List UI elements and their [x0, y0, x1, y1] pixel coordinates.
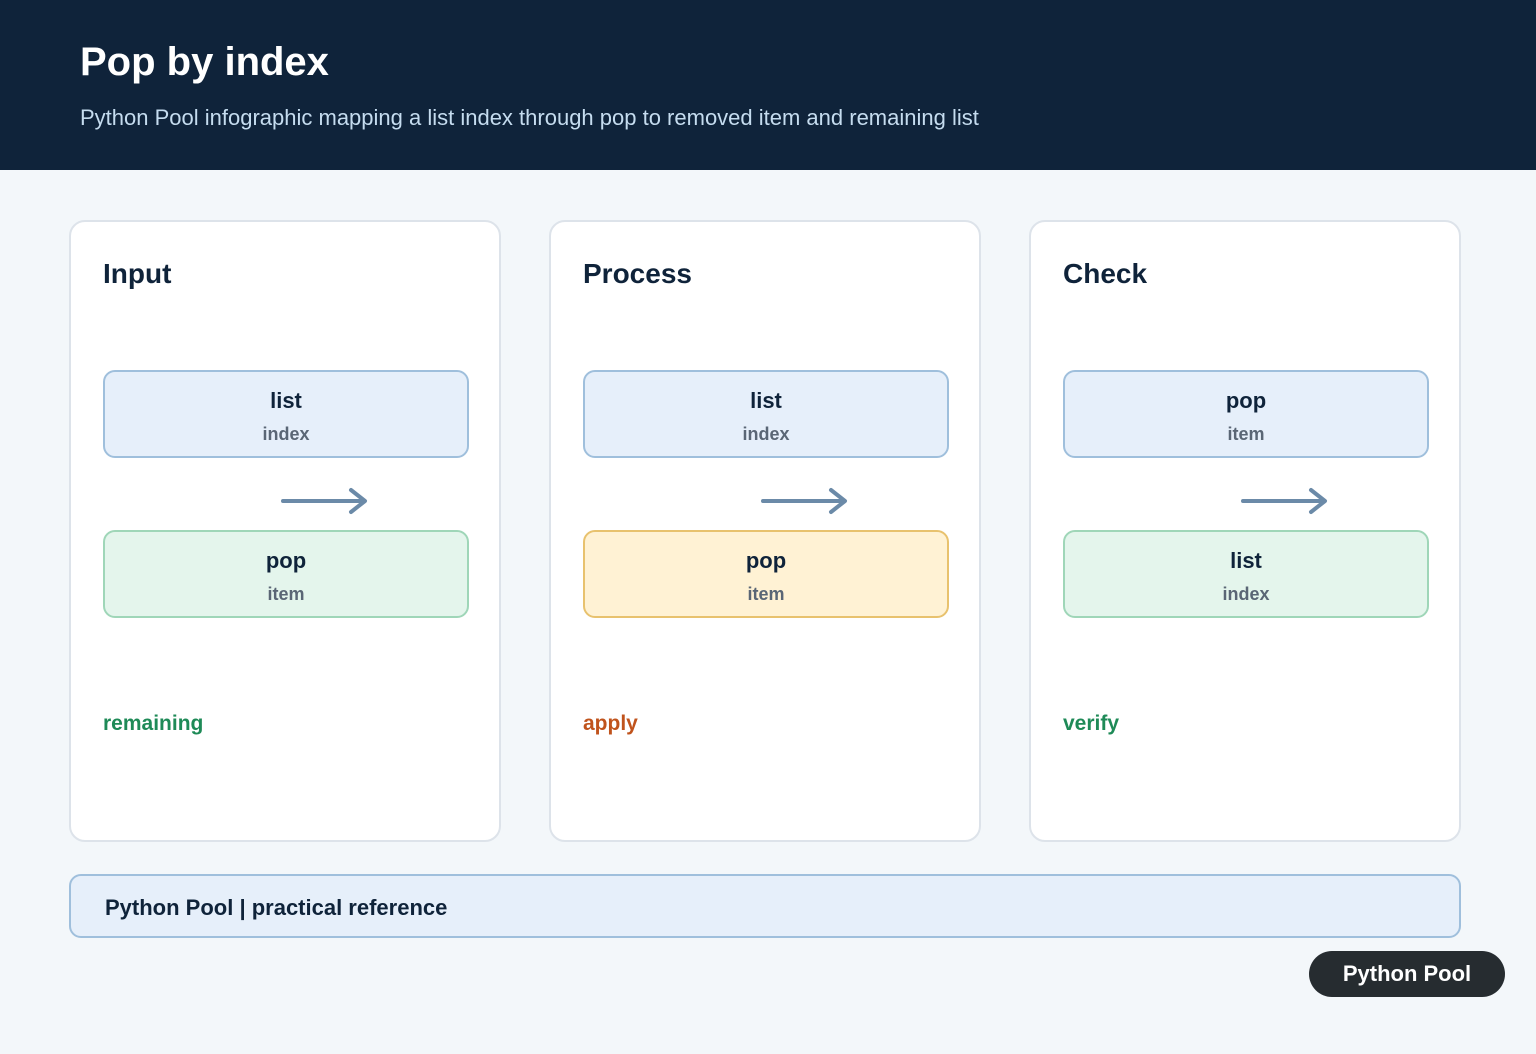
card-title: Check: [1063, 258, 1148, 289]
node-sub: index: [742, 424, 790, 444]
header: Pop by index Python Pool infographic map…: [0, 0, 1536, 170]
card-note: verify: [1063, 712, 1120, 735]
footer: Python Pool | practical reference: [69, 874, 1461, 938]
node-label: list: [1230, 548, 1262, 573]
card-title: Input: [103, 258, 172, 289]
node-label: pop: [1225, 388, 1267, 413]
badge: Python Pool: [1309, 951, 1505, 997]
card-note: apply: [583, 712, 638, 735]
node-sub: index: [1222, 584, 1270, 604]
node-label: pop: [745, 548, 787, 573]
node-label: list: [750, 388, 782, 413]
node-label: list: [270, 388, 302, 413]
node-sub: item: [267, 584, 305, 604]
card: Process list index pop item apply: [549, 220, 981, 842]
card: Input list index pop item remaining: [69, 220, 501, 842]
node-label: pop: [265, 548, 307, 573]
card-note: remaining: [103, 712, 204, 735]
title: Pop by index: [80, 40, 329, 84]
subtitle: Python Pool infographic mapping a list i…: [80, 105, 979, 130]
node: pop item: [583, 530, 949, 618]
arrow: [761, 488, 847, 514]
footer-text: Python Pool | practical reference: [105, 895, 448, 920]
arrow: [1241, 488, 1327, 514]
card-title: Process: [583, 258, 692, 289]
node-sub: item: [747, 584, 785, 604]
node-sub: index: [262, 424, 310, 444]
node: list index: [103, 370, 469, 458]
node: list index: [1063, 530, 1429, 618]
node: pop item: [103, 530, 469, 618]
node-sub: item: [1227, 424, 1265, 444]
card: Check pop item list index verify: [1029, 220, 1461, 842]
node: list index: [583, 370, 949, 458]
arrow: [281, 488, 367, 514]
node: pop item: [1063, 370, 1429, 458]
